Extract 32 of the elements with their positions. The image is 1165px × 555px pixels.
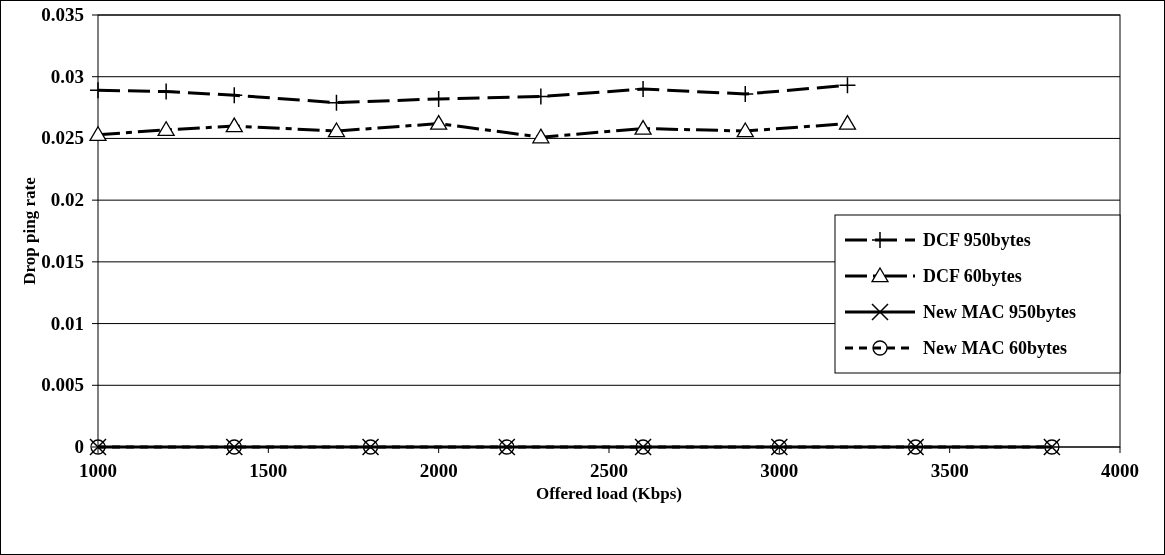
point xyxy=(838,114,857,130)
y-tick-label: 0.005 xyxy=(41,374,84,396)
x-tick-label: 4000 xyxy=(1101,460,1139,481)
x-tick-label: 3500 xyxy=(930,460,969,481)
point xyxy=(327,122,346,138)
point xyxy=(736,122,754,138)
y-tick-label: 0.035 xyxy=(41,4,84,25)
y-tick-label: 0.015 xyxy=(41,250,84,272)
point xyxy=(327,93,346,112)
legend-label: DCF 950bytes xyxy=(923,230,1031,250)
legend-label: DCF 60bytes xyxy=(923,266,1022,286)
x-tick-label: 1500 xyxy=(249,460,288,481)
point xyxy=(225,117,243,133)
point xyxy=(634,119,652,135)
point xyxy=(89,126,107,141)
x-tick-label: 2500 xyxy=(590,460,628,481)
y-tick-label: 0.025 xyxy=(41,127,84,149)
x-tick-label: 3000 xyxy=(760,460,799,481)
y-axis-title: Drop ping rate xyxy=(20,176,39,285)
y-tick-label: 0.02 xyxy=(50,189,84,211)
point xyxy=(532,128,550,144)
point xyxy=(430,114,448,130)
y-tick-label: 0 xyxy=(74,436,84,457)
legend-label: New MAC 950bytes xyxy=(923,302,1076,322)
y-tick-label: 0.03 xyxy=(50,65,84,87)
point xyxy=(157,121,175,137)
y-tick-label: 0.01 xyxy=(50,312,84,334)
legend-label: New MAC 60bytes xyxy=(923,338,1067,358)
x-axis-title: Offered load (Kbps) xyxy=(535,484,683,503)
x-tick-label: 1000 xyxy=(79,460,117,481)
point xyxy=(838,76,857,95)
x-tick-label: 2000 xyxy=(419,460,458,481)
